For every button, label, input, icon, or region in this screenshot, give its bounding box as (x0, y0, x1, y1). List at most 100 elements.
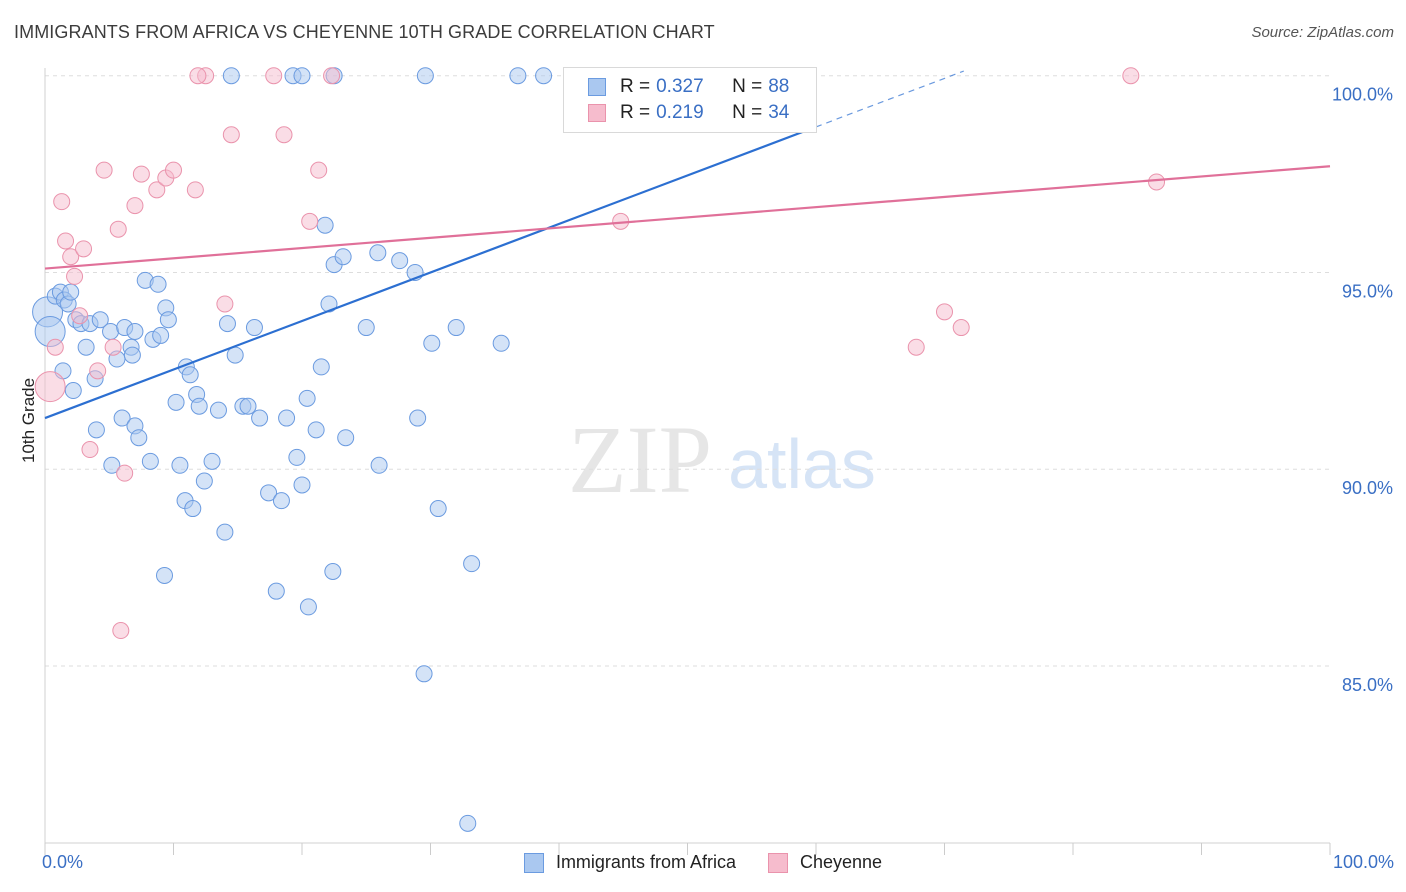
point-africa (184, 500, 202, 518)
point-africa (171, 456, 189, 474)
legend-row-cheyenne: R = 0.219 N = 34 (588, 101, 789, 125)
y-axis-label: 10th Grade (19, 377, 38, 463)
trend-line-cheyenne (44, 165, 1331, 270)
trend-lines (44, 70, 1331, 420)
point-africa (535, 67, 553, 85)
legend-swatch-blue (588, 78, 606, 96)
point-africa (429, 500, 447, 518)
point-cheyenne (148, 181, 166, 199)
point-africa (509, 67, 527, 85)
trend-line-africa (44, 125, 817, 420)
point-africa (159, 311, 177, 329)
point-africa (409, 409, 427, 427)
legend-r-label: R = (620, 76, 651, 97)
point-africa (369, 244, 387, 262)
point-cheyenne (323, 67, 341, 85)
legend-n-value: 88 (768, 76, 790, 97)
point-africa (195, 472, 213, 490)
point-africa (216, 523, 234, 541)
point-africa (203, 452, 221, 470)
point-africa (149, 275, 167, 293)
point-africa (391, 252, 409, 270)
watermark-atlas: atlas (728, 425, 876, 503)
point-cheyenne (222, 126, 240, 144)
point-africa (152, 326, 170, 344)
point-africa (102, 322, 120, 340)
point-africa (459, 814, 477, 832)
point-cheyenne (53, 193, 71, 211)
legend-label-africa: Immigrants from Africa (555, 852, 736, 872)
point-africa (337, 429, 355, 447)
point-africa (316, 216, 334, 234)
zipatlas-watermark: ZIP atlas (568, 406, 876, 513)
legend-r-value: 0.219 (656, 102, 704, 123)
point-africa (299, 598, 317, 616)
legend-r-value: 0.327 (656, 76, 704, 97)
point-africa (91, 311, 109, 329)
point-cheyenne (186, 181, 204, 199)
point-africa (87, 421, 105, 439)
legend-swatch-pink (588, 104, 606, 122)
point-cheyenne (46, 338, 64, 356)
point-africa (167, 393, 185, 411)
point-africa (423, 334, 441, 352)
point-cheyenne (71, 307, 89, 325)
point-cheyenne (104, 338, 122, 356)
point-africa (324, 563, 342, 581)
point-cheyenne (216, 295, 234, 313)
point-africa (222, 67, 240, 85)
point-africa (463, 555, 481, 573)
point-cheyenne (165, 161, 182, 179)
point-africa (181, 366, 199, 384)
legend-item-cheyenne: Cheyenne (767, 852, 883, 873)
point-africa (103, 456, 121, 474)
point-cheyenne (952, 319, 970, 337)
point-cheyenne (126, 197, 144, 215)
point-cheyenne (301, 212, 319, 230)
legend-label-cheyenne: Cheyenne (799, 852, 883, 872)
point-cheyenne (109, 220, 127, 238)
point-africa (492, 334, 510, 352)
point-africa (260, 484, 278, 502)
point-cheyenne (265, 67, 283, 85)
legend-swatch-blue (523, 852, 544, 873)
point-africa (251, 409, 269, 427)
point-africa (298, 389, 316, 407)
point-africa (77, 338, 95, 356)
point-africa (293, 67, 311, 85)
point-africa (307, 421, 325, 439)
point-africa (334, 248, 352, 266)
point-africa (130, 429, 148, 447)
point-africa (123, 346, 141, 364)
point-africa (245, 319, 263, 337)
point-cheyenne (81, 441, 99, 459)
legend-n-label: N = (732, 102, 763, 123)
point-africa (416, 67, 434, 85)
point-africa (312, 358, 330, 376)
point-cheyenne (57, 232, 75, 250)
point-africa (272, 492, 290, 510)
point-cheyenne (310, 161, 328, 179)
legend-r-label: R = (620, 102, 651, 123)
point-cheyenne (1122, 67, 1140, 85)
source-credit: Source: ZipAtlas.com (1251, 24, 1394, 41)
point-cheyenne (275, 126, 293, 144)
point-cheyenne (189, 67, 207, 85)
point-africa (278, 409, 296, 427)
y-tick-label: 95.0% (1342, 281, 1393, 301)
y-tick-label: 85.0% (1342, 675, 1393, 695)
point-africa (113, 409, 131, 427)
point-africa (209, 401, 227, 419)
point-cheyenne (907, 338, 925, 356)
series-legend: Immigrants from Africa Cheyenne (0, 852, 1406, 873)
point-africa (357, 319, 375, 337)
point-africa (218, 315, 236, 333)
point-africa (156, 566, 174, 584)
point-africa (293, 476, 311, 494)
x-tick-label-min: 0.0% (42, 852, 84, 872)
point-africa (64, 382, 82, 400)
legend-swatch-pink (767, 852, 788, 873)
point-cheyenne (95, 161, 113, 179)
gridlines (45, 75, 1330, 667)
